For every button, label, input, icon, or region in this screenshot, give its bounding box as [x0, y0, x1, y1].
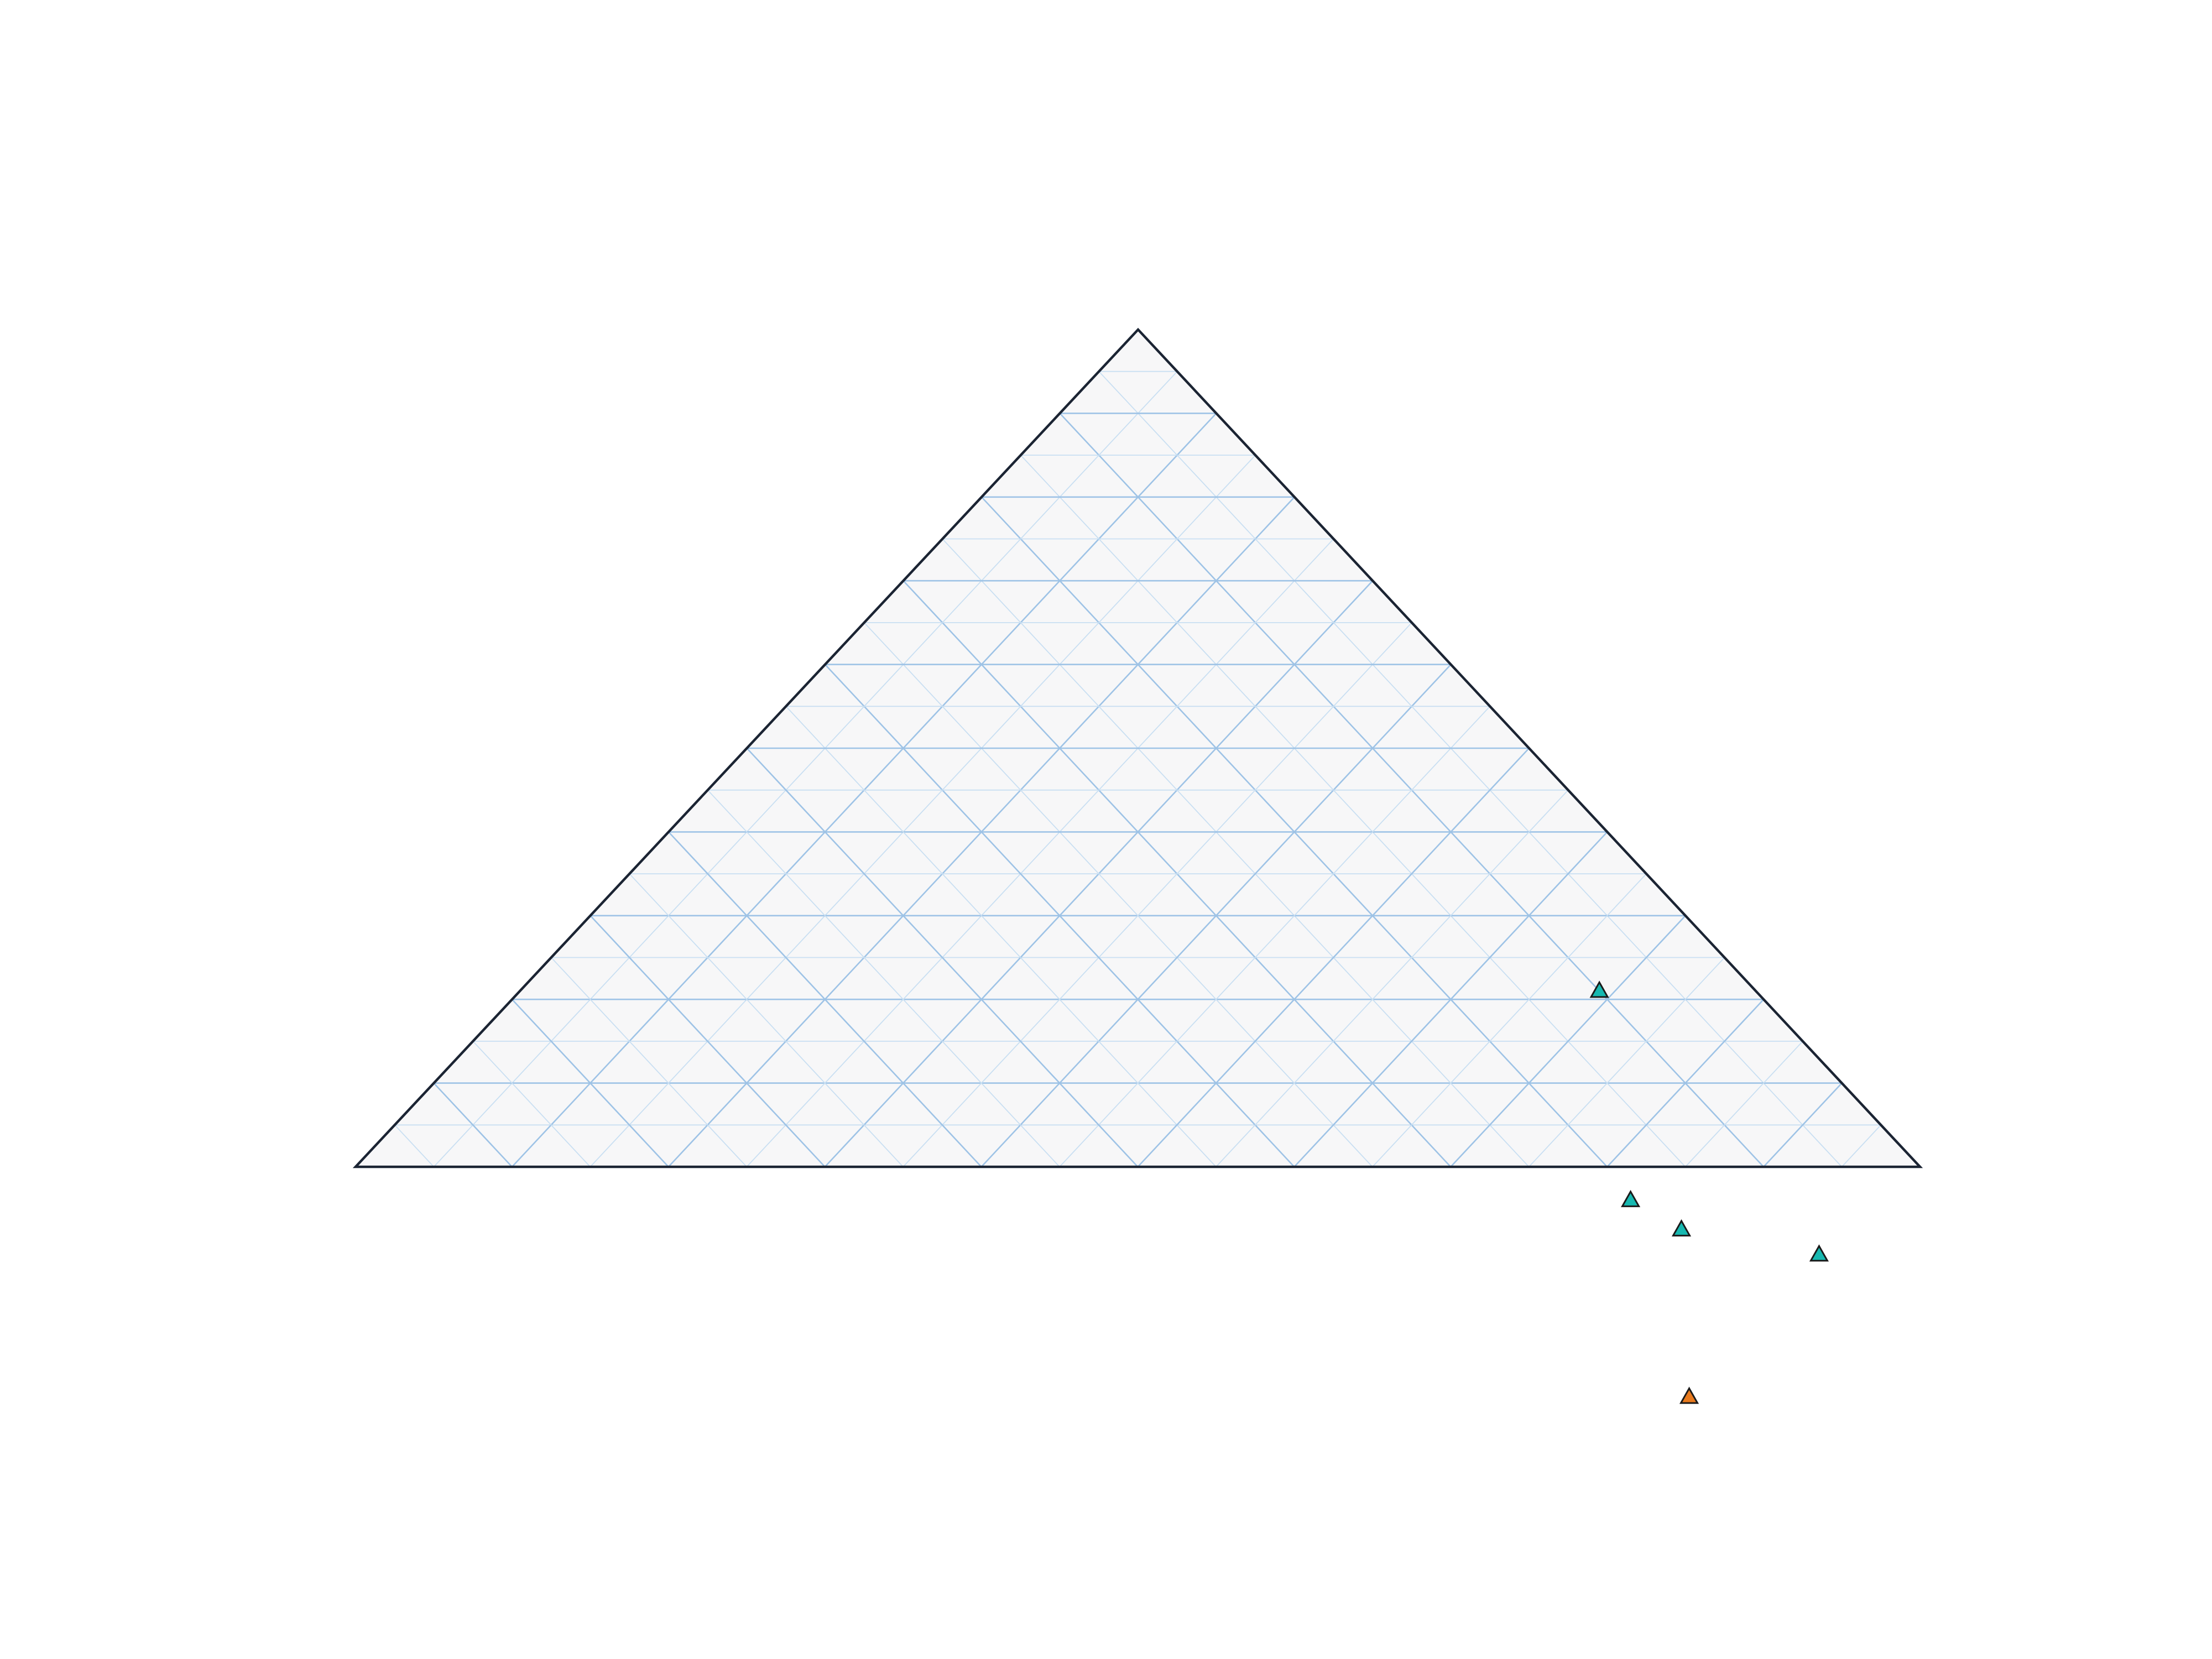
grid-line-c: [942, 538, 1530, 1167]
grid-line-c: [1098, 371, 1843, 1167]
grid-line-b: [433, 371, 1178, 1167]
grid-line-b: [1684, 1041, 1803, 1167]
grid-line-b: [1763, 1082, 1843, 1167]
grid-line-c: [394, 1124, 435, 1167]
grid-line-b: [1137, 748, 1530, 1167]
grid-line-b: [746, 538, 1334, 1167]
grid-line-c: [785, 706, 1217, 1167]
grid-line-b: [1372, 873, 1647, 1167]
grid-line-c: [746, 748, 1139, 1167]
ternary-frame: [352, 327, 1923, 1168]
grid-line-b: [1293, 831, 1608, 1167]
grid-line-b: [1215, 790, 1569, 1167]
data-point-s0-p3: [1809, 1244, 1829, 1262]
ternary-grid: [394, 371, 1881, 1167]
grid-line-b: [902, 622, 1412, 1167]
grid-line-b: [1450, 915, 1686, 1167]
grid-line-c: [1020, 455, 1686, 1167]
grid-line-c: [668, 831, 982, 1167]
data-points: [1589, 980, 1829, 1404]
grid-line-b: [589, 455, 1256, 1167]
grid-line-c: [864, 622, 1373, 1167]
grid-line-b: [1841, 1124, 1881, 1167]
grid-line-b: [1528, 957, 1725, 1167]
grid-line-c: [551, 957, 747, 1167]
grid-line-b: [1059, 706, 1490, 1167]
grid-line-c: [629, 873, 904, 1167]
grid-line-b: [1606, 999, 1765, 1167]
ternary-outline: [352, 327, 1923, 1168]
data-point-s0-p0: [1589, 980, 1609, 998]
data-point-s0-p2: [1671, 1219, 1692, 1237]
grid-line-c: [512, 999, 669, 1167]
data-point-s0-p1: [1621, 1190, 1641, 1207]
grid-line-c: [433, 1082, 513, 1167]
grid-line-c: [472, 1041, 591, 1167]
data-point-s1-p0: [1679, 1386, 1699, 1404]
grid-line-c: [707, 790, 1060, 1167]
grid-line-c: [589, 915, 826, 1167]
